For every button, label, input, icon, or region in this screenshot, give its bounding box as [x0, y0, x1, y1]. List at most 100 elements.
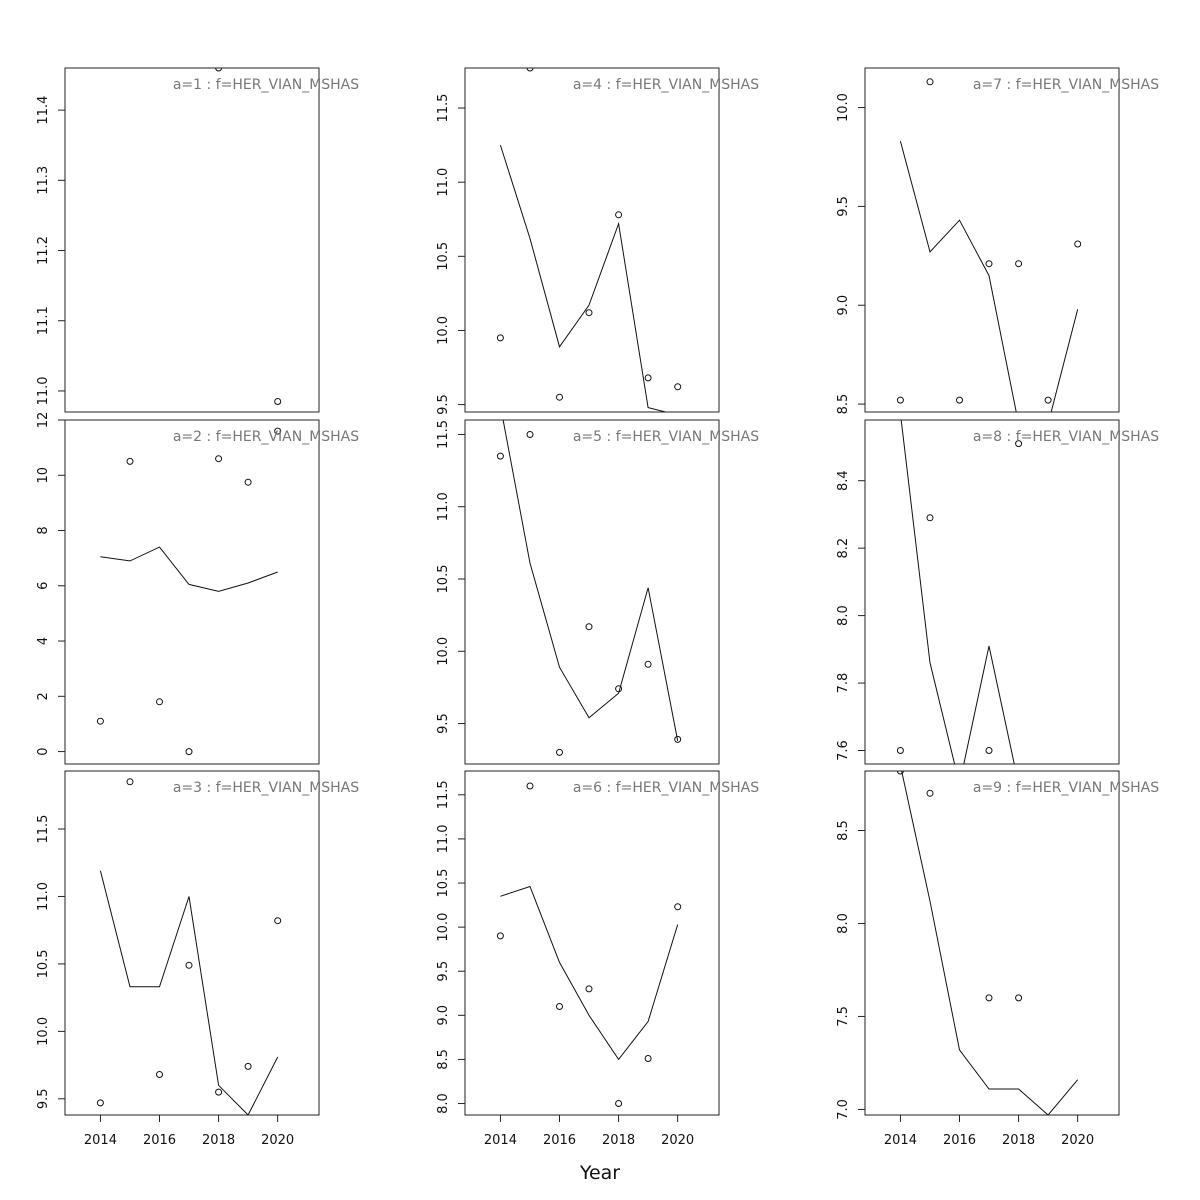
panel-frame — [64, 67, 320, 413]
plot-area — [896, 420, 1023, 764]
y-tick-label: 8.4 — [836, 470, 851, 491]
y-tick-label: 0 — [36, 747, 51, 755]
y-tick-label: 10.0 — [436, 637, 451, 666]
observed-point — [556, 748, 563, 756]
fitted-line — [99, 870, 279, 1115]
observed-point — [896, 747, 904, 754]
panel-a7: a=7 : f=HER_VIAN_MSHAS 8.5 9.0 9.5 10.0 — [836, 67, 1159, 415]
x-tick-label: 2014 — [884, 1133, 917, 1148]
plot-area — [496, 782, 682, 1107]
x-tick-label: 2016 — [943, 1133, 976, 1148]
y-tick-label: 9.5 — [836, 196, 851, 217]
y-tick-label: 11.5 — [436, 94, 451, 123]
y-tick-label: 8.0 — [436, 1093, 451, 1114]
y-tick-label: 7.6 — [836, 740, 851, 761]
observed-point — [556, 393, 563, 401]
y-tick-label: 6 — [36, 582, 51, 590]
observed-point — [244, 478, 252, 486]
y-tick-label: 11.3 — [36, 166, 51, 195]
y-tick-label: 9.5 — [436, 961, 451, 982]
y-tick-label: 11.0 — [436, 168, 451, 197]
observed-point — [156, 698, 163, 706]
y-tick-label: 10.0 — [436, 316, 451, 345]
panel-frame — [64, 770, 320, 1116]
panel-frame — [464, 770, 720, 1116]
panel-title: a=8 : f=HER_VIAN_MSHAS — [973, 429, 1159, 445]
x-tick-label: 2016 — [143, 1133, 176, 1148]
x-tick-label: 2016 — [543, 1133, 576, 1148]
observed-point — [644, 374, 652, 382]
panel-title: a=5 : f=HER_VIAN_MSHAS — [573, 429, 759, 445]
y-tick-label: 11.1 — [36, 306, 51, 335]
observed-point — [985, 747, 993, 754]
observed-point — [585, 309, 593, 317]
plot-area — [896, 771, 1079, 1115]
plot-area — [215, 68, 282, 405]
y-tick-label: 9.0 — [436, 1005, 451, 1026]
observed-point — [926, 78, 934, 86]
observed-point — [674, 735, 682, 743]
panel-frame — [864, 419, 1120, 765]
fitted-line — [901, 771, 1079, 1115]
observed-point — [215, 455, 223, 463]
y-tick-label: 10.5 — [436, 869, 451, 898]
panel-title: a=7 : f=HER_VIAN_MSHAS — [973, 77, 1159, 93]
observed-point — [526, 431, 534, 438]
x-tick-label: 2018 — [1002, 1133, 1035, 1148]
y-tick-label: 10.5 — [436, 242, 451, 271]
y-tick-label: 8.5 — [836, 820, 851, 841]
y-tick-label: 10.0 — [836, 93, 851, 122]
y-tick-label: 7.5 — [836, 1006, 851, 1027]
observed-point — [96, 1099, 104, 1107]
panel-title: a=6 : f=HER_VIAN_MSHAS — [573, 780, 759, 796]
observed-point — [126, 778, 134, 786]
fitted-line — [899, 140, 1079, 412]
x-axis-label: Year — [579, 1162, 620, 1184]
y-tick-label: 11.4 — [36, 96, 51, 125]
fitted-line — [100, 546, 278, 592]
observed-point — [926, 514, 934, 522]
plot-area — [496, 68, 682, 412]
observed-point — [215, 1088, 223, 1096]
observed-point — [496, 932, 504, 940]
observed-point — [274, 917, 282, 925]
y-tick-label: 11.0 — [436, 492, 451, 521]
observed-point — [615, 1100, 623, 1107]
observed-point — [896, 771, 904, 775]
observed-point — [615, 211, 623, 219]
y-tick-label: 11.5 — [436, 420, 451, 449]
panel-a9: a=9 : f=HER_VIAN_MSHAS 7.0 7.5 8.0 8.5 2014 20… — [836, 770, 1159, 1148]
observed-point — [1015, 994, 1023, 1002]
panel-a5: a=5 : f=HER_VIAN_MSHAS 9.5 10.0 10.5 11.0 11.… — [436, 419, 759, 765]
y-tick-label: 10.0 — [436, 913, 451, 942]
observed-point — [644, 1055, 652, 1062]
observed-point — [615, 685, 623, 693]
y-tick-label: 8.5 — [836, 394, 851, 415]
observed-point — [126, 457, 134, 465]
fitted-line — [502, 420, 679, 741]
y-tick-label: 10.5 — [436, 565, 451, 594]
y-tick-label: 9.0 — [836, 295, 851, 316]
observed-point — [185, 748, 193, 756]
y-tick-label: 8 — [36, 526, 51, 534]
y-tick-label: 11.5 — [36, 815, 51, 844]
observed-point — [156, 1071, 163, 1078]
y-tick-label: 7.0 — [836, 1099, 851, 1120]
y-tick-label: 11.2 — [36, 236, 51, 265]
x-tick-label: 2018 — [602, 1133, 635, 1148]
observed-point — [1074, 240, 1082, 248]
observed-point — [96, 717, 104, 725]
observed-point — [585, 985, 593, 993]
observed-point — [585, 623, 593, 631]
x-tick-label: 2014 — [84, 1133, 117, 1148]
fitted-line — [500, 885, 679, 1061]
x-tick-label: 2018 — [202, 1133, 235, 1148]
panel-title: a=1 : f=HER_VIAN_MSHAS — [173, 77, 359, 93]
y-tick-label: 11.0 — [36, 376, 51, 405]
observed-point — [644, 660, 652, 668]
y-tick-label: 7.8 — [836, 673, 851, 694]
panel-title: a=4 : f=HER_VIAN_MSHAS — [573, 77, 759, 93]
panel-a1: a=1 : f=HER_VIAN_MSHAS 11.0 11.1 11.2 11.3 11… — [36, 67, 359, 413]
y-tick-label: 9.5 — [436, 713, 451, 734]
